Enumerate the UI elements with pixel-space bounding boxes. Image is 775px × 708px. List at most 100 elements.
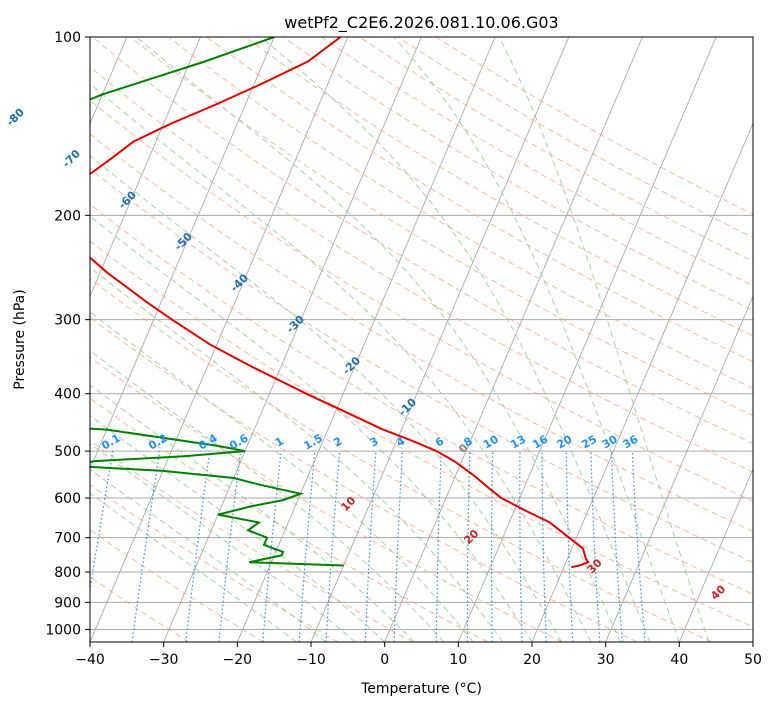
dry-adiabat-line: [435, 37, 753, 215]
mixing-ratio-label: 1: [273, 435, 286, 450]
x-axis: −40 −30 −20 −10 0 10 20 30 40 50: [75, 642, 762, 668]
mixing-ratio-line: [435, 451, 442, 642]
mixing-ratio-label: 1.5: [301, 432, 324, 453]
mixing-ratio-label: 0.4: [196, 431, 220, 452]
isotherm-line: [678, 467, 753, 642]
plot-frame: [89, 36, 754, 643]
dry-adiabat-line: [168, 37, 753, 389]
isotherm-label: -80: [4, 105, 27, 128]
moist-adiabat-line: [393, 37, 680, 642]
y-tick-label: 700: [54, 531, 81, 547]
y-tick-label: 800: [54, 565, 81, 581]
x-tick-label: 50: [744, 652, 762, 668]
dry-adiabat-line: [90, 397, 488, 642]
dry-adiabat-label: 20: [461, 527, 481, 547]
dry-adiabat-line: [90, 240, 753, 628]
moist-adiabat-line: [90, 442, 356, 642]
y-tick-label: 100: [54, 30, 81, 46]
dry-adiabat-line: [90, 440, 414, 642]
moist-adiabat-line: [90, 384, 415, 642]
mixing-ratio-label: 3: [368, 435, 381, 450]
dry-adiabat-label: 10: [338, 494, 358, 514]
mixing-ratio-label: 4: [394, 434, 407, 449]
dry-adiabat-label: 40: [708, 582, 728, 602]
mixing-ratio-label: 25: [579, 433, 599, 452]
moist-adiabat-line: [90, 311, 474, 642]
dry-adiabat-line: [130, 37, 753, 417]
dry-adiabat-line: [90, 203, 753, 595]
moist-adiabat-line: [498, 37, 710, 642]
mixing-ratio-line: [565, 451, 574, 642]
dry-adiabat-line: [206, 37, 753, 363]
dry-adiabat-line: [90, 483, 339, 642]
isotherm-line: [605, 295, 753, 642]
y-tick-label: 400: [54, 387, 81, 403]
mixing-ratio-line: [490, 451, 494, 642]
y-tick-label: 300: [54, 313, 81, 329]
dry-adiabat-line: [90, 133, 753, 533]
dry-adiabat-line: [90, 99, 753, 502]
moist-adiabat-line: [90, 267, 503, 642]
moist-adiabat-line: [90, 492, 297, 642]
mixing-ratio-label: 0.6: [227, 431, 251, 452]
mixing-ratio-line: [364, 451, 377, 642]
x-tick-label: 20: [523, 652, 541, 668]
mixing-ratio-line: [590, 451, 601, 642]
moist-adiabat-line: [90, 155, 562, 642]
dry-adiabat-line: [90, 278, 712, 642]
background-lines: [90, 37, 753, 642]
moist-adiabat-line: [135, 37, 621, 642]
isotherm-line: [90, 37, 349, 642]
dry-adiabat-line: [91, 37, 753, 445]
temperature-profile-line: [90, 37, 590, 569]
mixing-ratio-label: 36: [621, 432, 641, 451]
profile-lines: [90, 37, 590, 569]
mixing-ratio-label: 6: [433, 434, 446, 449]
y-axis-title: Pressure (hPa): [12, 289, 28, 389]
y-tick-label: 600: [54, 491, 81, 507]
x-tick-label: −40: [75, 652, 105, 668]
dry-adiabat-line: [90, 356, 563, 642]
x-tick-label: −20: [223, 652, 253, 668]
mixing-ratio-line: [185, 451, 211, 642]
mixing-ratio-line: [631, 451, 646, 642]
dry-adiabat-line: [90, 316, 638, 642]
mixing-ratio-line: [519, 451, 523, 642]
mixing-ratio-line: [298, 451, 316, 642]
isotherm-line: [752, 640, 753, 642]
isotherm-line: [163, 37, 422, 642]
isotherm-label: -40: [228, 271, 251, 294]
dry-adiabat-line: [244, 37, 753, 337]
isotherm-line: [90, 37, 201, 298]
mixing-ratio-label: 16: [530, 432, 550, 451]
mixing-ratio-label: 13: [508, 433, 528, 452]
dry-adiabat-line: [90, 529, 264, 642]
y-axis: 100 200 300 400 500 600 700 800 900 1000: [45, 30, 90, 638]
x-tick-label: −30: [149, 652, 179, 668]
mixing-ratio-line: [218, 451, 242, 642]
dry-adiabat-line: [90, 168, 753, 563]
moist-adiabat-line: [90, 415, 386, 642]
y-tick-label: 200: [54, 208, 81, 224]
mixing-ratio-line: [90, 450, 114, 594]
mixing-ratio-line: [262, 451, 282, 642]
y-tick-label: 1000: [45, 622, 81, 638]
x-axis-title: Temperature (°C): [360, 681, 482, 697]
isotherm-line: [236, 37, 496, 642]
mixing-ratio-label: 0.2: [146, 432, 169, 453]
dewpoint-profile-line: [90, 37, 344, 567]
y-tick-label: 900: [54, 595, 81, 611]
isotherm-label: -70: [60, 147, 83, 170]
mixing-ratio-label: 20: [555, 432, 575, 451]
x-tick-label: −10: [296, 652, 326, 668]
dry-adiabat-label: 30: [585, 556, 605, 576]
dry-adiabat-line: [282, 37, 753, 312]
isotherm-label: -10: [396, 395, 419, 418]
chart-title: wetPf2_C2E6.2026.081.10.06.G03: [284, 13, 558, 33]
x-tick-label: 40: [670, 652, 688, 668]
isotherm-line: [90, 37, 275, 471]
mixing-ratio-label: 2: [331, 435, 344, 450]
y-tick-label: 500: [54, 444, 81, 460]
x-tick-label: 0: [380, 652, 389, 668]
